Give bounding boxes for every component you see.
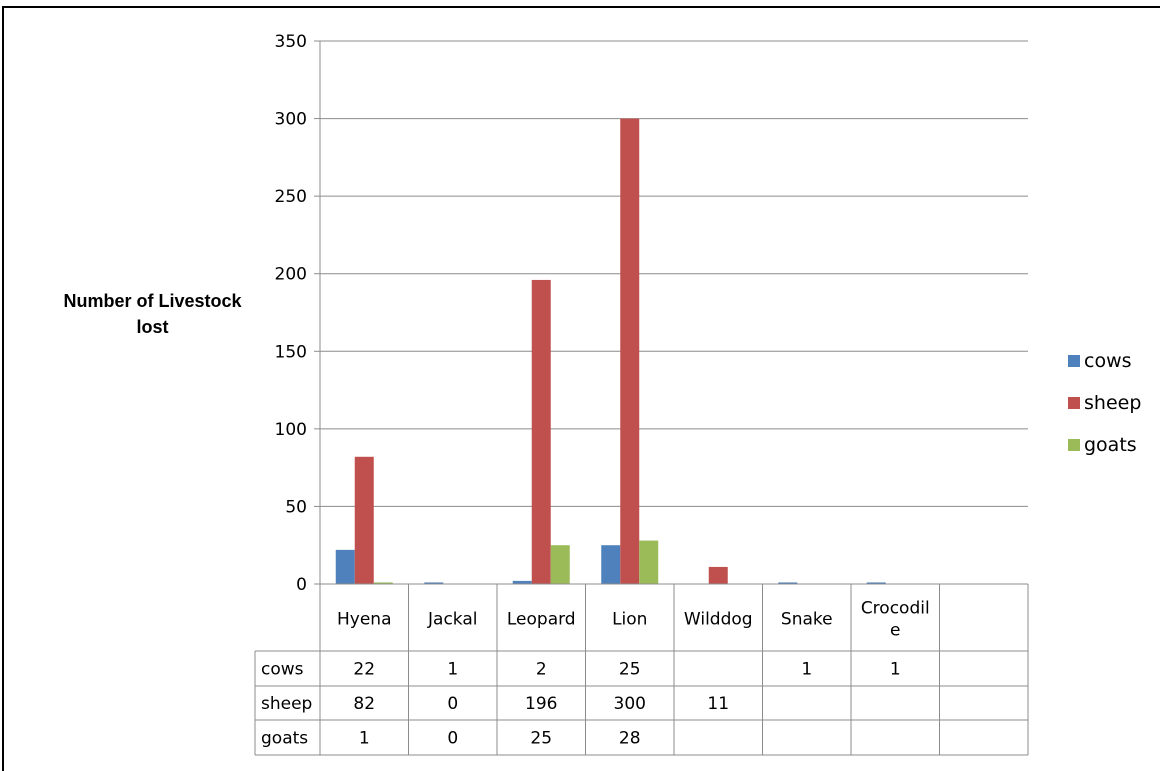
table-cell-sheep-leopard: 196 (525, 694, 557, 714)
table-cell-cows-crocodile: 1 (890, 660, 901, 680)
table-cell-goats-lion: 28 (619, 729, 641, 749)
legend-item-goats: goats (1068, 424, 1141, 466)
y-tick-label-0: 0 (296, 575, 307, 595)
bar-goats-lion (639, 540, 659, 584)
y-tick-label-350: 350 (275, 32, 307, 52)
y-tick-label-250: 250 (275, 187, 307, 207)
bar-cows-lion (601, 545, 621, 584)
table-row-label-cows: cows (261, 660, 304, 680)
legend-swatch-cows (1068, 355, 1080, 367)
bar-cows-jackal (424, 582, 444, 584)
table-cell-goats-jackal: 0 (447, 729, 458, 749)
y-tick-label-50: 50 (285, 497, 307, 517)
legend-label-goats: goats (1084, 434, 1137, 456)
legend-swatch-sheep (1068, 397, 1080, 409)
table-cell-cows-hyena: 22 (353, 660, 375, 680)
table-cell-sheep-hyena: 82 (353, 694, 375, 714)
y-tick-label-150: 150 (275, 342, 307, 362)
table-cell-goats-hyena: 1 (359, 729, 370, 749)
table-cell-goats-leopard: 25 (530, 729, 552, 749)
legend-item-sheep: sheep (1068, 382, 1141, 424)
category-label-snake: Snake (781, 610, 833, 630)
bar-goats-leopard (550, 545, 570, 584)
bar-sheep-wilddog (708, 566, 728, 584)
bar-cows-leopard (512, 580, 532, 584)
category-label-crocodile: Crocodil e (861, 599, 930, 641)
y-axis-label: Number of Livestock lost (63, 291, 242, 337)
table-row-label-goats: goats (261, 729, 308, 749)
category-label-lion: Lion (612, 610, 647, 630)
bar-cows-snake (778, 582, 798, 584)
legend-item-cows: cows (1068, 340, 1141, 382)
legend-label-cows: cows (1084, 350, 1132, 372)
bar-sheep-leopard (531, 279, 551, 584)
y-tick-label-200: 200 (275, 265, 307, 285)
y-tick-label-300: 300 (275, 110, 307, 130)
legend: cows sheep goats (1068, 340, 1141, 466)
legend-swatch-goats (1068, 439, 1080, 451)
y-tick-label-100: 100 (275, 420, 307, 440)
table-cell-sheep-jackal: 0 (447, 694, 458, 714)
category-label-leopard: Leopard (507, 610, 576, 630)
table-cell-cows-leopard: 2 (536, 660, 547, 680)
bar-goats-hyena (373, 582, 393, 584)
table-cell-cows-lion: 25 (619, 660, 641, 680)
table-row-label-sheep: sheep (261, 694, 312, 714)
bar-sheep-hyena (354, 456, 374, 584)
table-cell-cows-snake: 1 (801, 660, 812, 680)
table-cell-sheep-lion: 300 (614, 694, 646, 714)
bar-sheep-lion (620, 118, 640, 585)
legend-label-sheep: sheep (1084, 392, 1142, 414)
table-cell-sheep-wilddog: 11 (707, 694, 729, 714)
category-label-wilddog: Wilddog (684, 610, 753, 630)
table-cell-cows-jackal: 1 (447, 660, 458, 680)
bar-cows-crocodile (866, 582, 886, 584)
category-label-hyena: Hyena (337, 610, 392, 630)
category-label-jackal: Jackal (427, 610, 477, 630)
chart-frame (2, 6, 1160, 771)
bar-cows-hyena (335, 549, 355, 584)
